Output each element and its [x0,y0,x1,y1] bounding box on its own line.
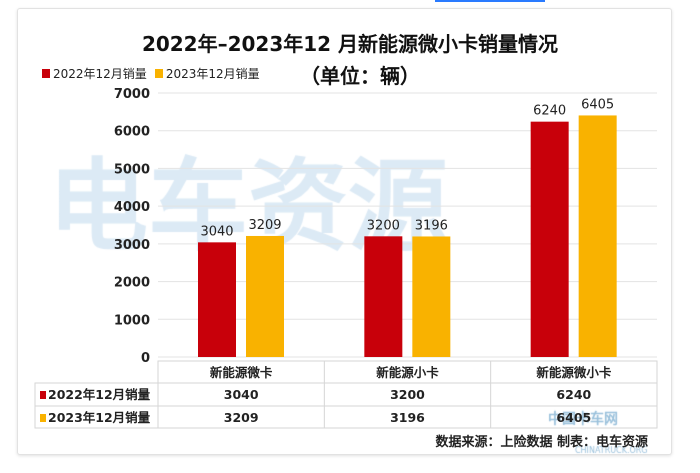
y-tick-label: 0 [141,351,150,366]
y-tick-label: 4000 [114,200,150,215]
chart-title: 2022年–2023年12 月新能源微小卡销量情况 [141,32,559,56]
bar [412,236,451,357]
table-row-header: 2022年12月销量 [48,387,151,402]
data-label: 6405 [581,97,614,112]
table-legend-swatch [40,391,46,399]
legend-label: 2022年12月销量 [53,67,147,81]
bar [530,121,569,357]
source-note: 数据来源：上险数据 制表：电车资源 [435,435,648,450]
y-tick-label: 1000 [114,313,150,328]
data-label: 3196 [415,218,448,233]
table-cell: 6405 [556,410,591,425]
y-tick-label: 5000 [114,162,150,177]
table-cell: 3200 [390,387,425,402]
y-tick-label: 3000 [114,238,150,253]
table-row-header: 2023年12月销量 [48,410,151,425]
data-label: 3209 [248,218,281,233]
bar [198,242,236,357]
legend-swatch [154,69,163,78]
legend: 2022年12月销量 2023年12月销量 [42,65,260,82]
y-tick-label: 7000 [114,87,150,102]
y-tick-label: 6000 [114,125,150,140]
bar [364,236,403,357]
table-legend-swatch [40,414,46,422]
y-tick-label: 2000 [114,276,150,291]
table-cell: 3040 [224,387,259,402]
legend-item-2022: 2022年12月销量 [42,65,147,82]
legend-item-2023: 2023年12月销量 [154,65,260,82]
x-tick-label: 新能源小卡 [376,365,439,380]
data-label: 3040 [200,224,233,239]
data-label: 3200 [367,218,400,233]
legend-label: 2023年12月销量 [165,67,260,81]
table-cell: 3196 [390,410,425,425]
data-label: 6240 [533,104,566,119]
x-tick-label: 新能源微卡 [210,365,273,380]
table-cell: 3209 [224,410,259,425]
bar [246,235,284,357]
legend-swatch [42,69,50,78]
x-tick-label: 新能源微小卡 [536,365,612,380]
bar [578,115,617,357]
table-cell: 6240 [556,387,591,402]
chart-subtitle: （单位：辆） [300,64,420,88]
